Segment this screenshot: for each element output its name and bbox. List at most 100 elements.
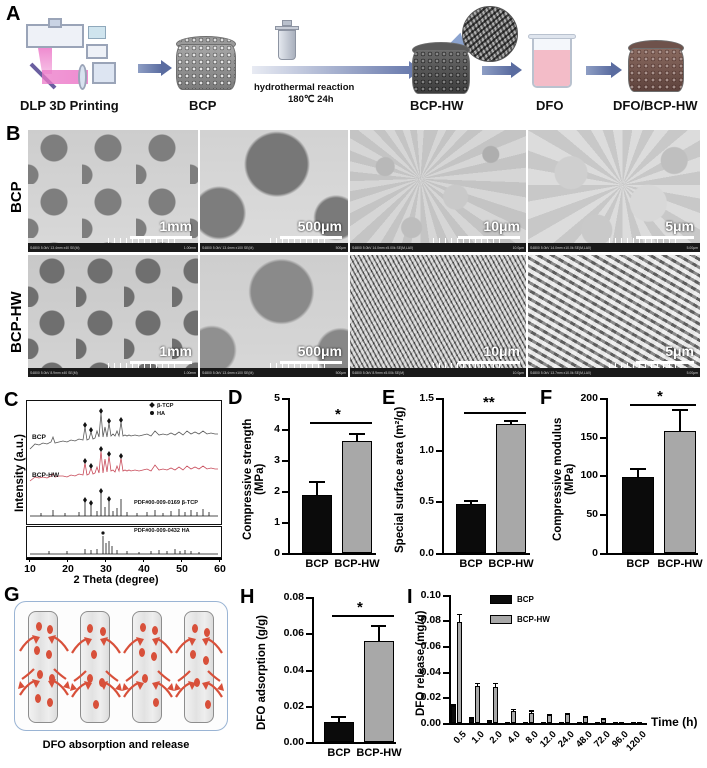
sem-tick-marks	[107, 363, 176, 368]
bar-bcp-hw-4.0	[511, 711, 517, 723]
legend-label-bcp: BCP	[517, 595, 534, 604]
errorbar-8.0	[531, 710, 533, 713]
yticklabel: 1	[274, 516, 280, 528]
sem-info-bar: S4800 5.0kV 8.9mm x5.00k SE(M) 10.0μm	[350, 368, 526, 377]
errorbar-bcp	[316, 481, 318, 495]
step-label-dfo-bcp-hw: DFO/BCP-HW	[613, 98, 698, 113]
significance-star: **	[483, 394, 495, 411]
sem-image-bcp-500um: 500μm S4800 5.0kV 13.4mm x100 SE(M) 500μ…	[200, 130, 348, 252]
legend-swatch-bcp-hw	[490, 615, 512, 624]
xrd-ref-sticks-ha	[48, 536, 200, 554]
sem-tick-marks	[269, 238, 329, 243]
diffusion-arrows	[122, 637, 174, 698]
dfo-particle	[190, 650, 196, 659]
sem-info-left: S4800 5.0kV 8.9mm x5.00k SE(M)	[352, 370, 405, 375]
panel-i-yaxis	[449, 595, 451, 723]
sem-scale-bar	[458, 361, 520, 364]
diffusion-arrows	[70, 637, 122, 698]
sem-tick-marks	[107, 238, 176, 243]
xtick	[29, 558, 31, 562]
ytick	[282, 553, 288, 555]
errorcap-24.0	[559, 721, 564, 724]
dfo-particle	[203, 656, 209, 665]
sem-info-bar: S4800 5.0kV 13.4mm x100 SE(M) 500μm	[200, 243, 348, 252]
sem-scale-label: 500μm	[297, 343, 342, 359]
dfo-particle	[87, 624, 93, 633]
scaffold-cylinder	[28, 611, 58, 723]
errorcap-0.5	[451, 704, 456, 706]
dfo-particle	[152, 626, 158, 635]
errorcap-bcp-hw	[349, 433, 365, 435]
xrd-legend-label-btcp: β-TCP	[157, 403, 174, 409]
significance-line	[464, 412, 526, 415]
bar-bcp-120.0	[631, 722, 636, 725]
dfo-solution	[534, 50, 570, 86]
xrd-ha-peak-marker	[101, 531, 105, 535]
errorcap-2.0	[487, 719, 492, 722]
sem-scale-label: 10μm	[483, 218, 520, 234]
xticklabel: 40	[138, 563, 150, 575]
errorcap-96.0	[613, 722, 618, 724]
ytick	[443, 697, 449, 699]
legend-label-bcp-hw: BCP-HW	[517, 615, 550, 624]
dlp-lens-icon	[78, 64, 87, 90]
panel-g-caption: DFO absorption and release	[42, 739, 190, 751]
panel-letter-f: F	[540, 387, 553, 409]
errorcap-bcp	[331, 716, 346, 718]
significance-star: *	[657, 388, 663, 405]
sem-info-left: S4800 5.0kV 13.7mm x10.0k SE(M,LA0)	[530, 370, 592, 375]
errorcap-4.0	[505, 721, 510, 723]
xrd-legend-item-ha: HA	[150, 410, 173, 418]
panel-c-xaxis	[26, 558, 222, 560]
dfo-particle	[87, 674, 93, 683]
errorbar-0.5	[459, 613, 461, 622]
errorcap-120.0	[637, 722, 643, 724]
errorcap-bcp	[630, 468, 646, 470]
bar-bcp-hw-72.0	[601, 718, 607, 723]
panel-f-xaxis	[606, 553, 698, 555]
errorbar-1.0	[477, 682, 479, 687]
beaker-rim	[528, 34, 576, 39]
xtick	[181, 558, 183, 562]
sem-image-bcphw-1mm: 1mm S4800 5.0kV 8.9mm x40 SE(M) 1.00mm	[28, 255, 198, 377]
xrd-legend: β-TCP HA	[149, 402, 174, 419]
dfo-particle	[139, 648, 145, 657]
bar-bcp-hw-48.0	[583, 717, 589, 723]
bcp-hw-scaffold-icon	[412, 50, 470, 94]
panel-letter-i: I	[407, 586, 413, 608]
arrow-dfo-to-product	[586, 62, 622, 78]
sem-info-right: 5.00μm	[686, 245, 698, 250]
panel-d-ylabel: Compressive strength (MPa)	[242, 418, 266, 541]
dlp-piston-icon	[48, 18, 62, 28]
errorcap-24.0	[565, 712, 571, 714]
ytick	[282, 460, 288, 462]
errorcap-bcp	[464, 500, 478, 502]
ytick	[436, 553, 442, 555]
dfo-particle	[142, 674, 148, 683]
bar-bcp-hw-12.0	[547, 715, 553, 723]
sem-info-right: 500μm	[335, 245, 346, 250]
dfo-particle	[192, 624, 198, 633]
sem-scale-label: 500μm	[297, 218, 342, 234]
panel-letter-a: A	[6, 3, 21, 25]
ytick	[443, 672, 449, 674]
panel-letter-g: G	[4, 584, 20, 606]
ytick	[306, 742, 312, 744]
xtick	[105, 558, 107, 562]
errorcap-12.0	[541, 721, 546, 724]
sem-info-left: S4800 5.0kV 13.4mm x100 SE(M)	[202, 370, 254, 375]
xrd-trace-bcp-hw	[29, 450, 218, 482]
yticklabel: 0.06	[420, 640, 441, 652]
dfo-particle	[34, 646, 40, 655]
scaffold-cylinder	[184, 611, 214, 723]
panel-h-yaxis	[312, 597, 314, 742]
yticklabel: 1.0	[419, 444, 434, 456]
significance-line	[310, 422, 372, 425]
errorbar-bcp	[338, 716, 340, 722]
panel-letter-d: D	[228, 387, 243, 409]
xrd-pdf-label-btcp: PDF#00-009-0169 β-TCP	[134, 500, 199, 506]
dlp-stage-icon	[86, 44, 108, 59]
yticklabel: 0.04	[283, 664, 304, 676]
arrow-bcphw-to-dfo	[482, 62, 522, 78]
errorcap-48.0	[577, 721, 582, 724]
